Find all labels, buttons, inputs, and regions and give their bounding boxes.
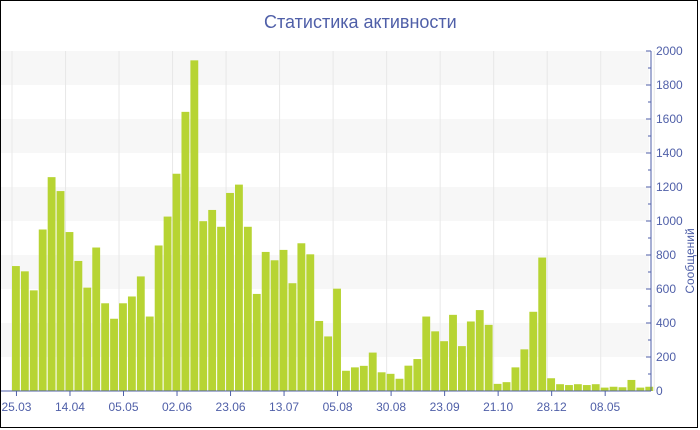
svg-text:2000: 2000 — [656, 44, 683, 58]
svg-text:1000: 1000 — [656, 214, 683, 228]
svg-text:25.03: 25.03 — [1, 400, 31, 414]
svg-text:05.08: 05.08 — [323, 400, 353, 414]
svg-text:0: 0 — [656, 384, 663, 398]
svg-text:Сообщений: Сообщений — [683, 228, 697, 293]
svg-text:400: 400 — [656, 316, 676, 330]
svg-text:1400: 1400 — [656, 146, 683, 160]
svg-text:13.07: 13.07 — [269, 400, 299, 414]
svg-text:23.09: 23.09 — [430, 400, 460, 414]
svg-text:1600: 1600 — [656, 112, 683, 126]
svg-text:800: 800 — [656, 248, 676, 262]
svg-text:23.06: 23.06 — [216, 400, 246, 414]
svg-text:08.05: 08.05 — [590, 400, 620, 414]
svg-text:30.08: 30.08 — [376, 400, 406, 414]
svg-text:05.05: 05.05 — [108, 400, 138, 414]
svg-text:28.12: 28.12 — [537, 400, 567, 414]
svg-text:14.04: 14.04 — [55, 400, 85, 414]
svg-text:02.06: 02.06 — [162, 400, 192, 414]
svg-text:1800: 1800 — [656, 78, 683, 92]
svg-text:21.10: 21.10 — [483, 400, 513, 414]
svg-text:600: 600 — [656, 282, 676, 296]
svg-text:1200: 1200 — [656, 180, 683, 194]
svg-text:200: 200 — [656, 350, 676, 364]
